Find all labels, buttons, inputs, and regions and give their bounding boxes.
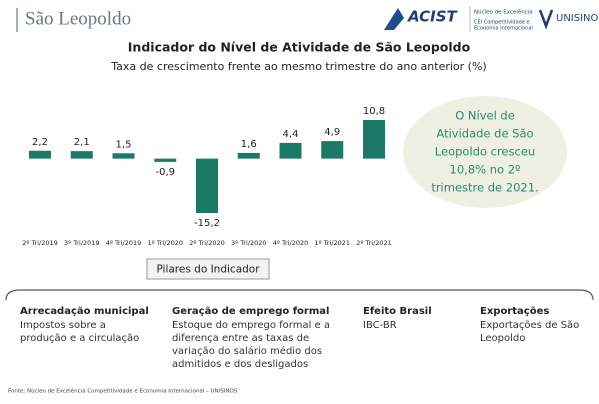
bar — [112, 153, 135, 159]
logo-acist: ACIST — [407, 8, 459, 26]
bar — [196, 158, 218, 213]
pillars-bracket — [5, 289, 594, 301]
x-tick-label: 4º Tri/2019 — [106, 239, 142, 247]
bar — [154, 158, 177, 162]
x-tick-label: 2º Tri/2021 — [356, 239, 392, 247]
pillar-text: Leopoldo — [480, 333, 525, 344]
bar — [29, 150, 51, 159]
acist-icon — [384, 8, 404, 30]
value-label: -15,2 — [194, 218, 220, 229]
x-tick-label: 3º Tri/2020 — [231, 239, 267, 247]
logo-unisinos: UNISINOS — [556, 13, 599, 24]
unisinos-icon — [538, 9, 554, 30]
value-label: 2,1 — [74, 137, 90, 148]
pillar-text: Estoque do emprego formal e a — [172, 320, 330, 331]
bar — [237, 152, 260, 159]
x-tick-label: 1º Tri/2021 — [315, 239, 351, 247]
callout-text: trimestre de 2021. — [431, 181, 538, 195]
value-label: 1,6 — [241, 139, 257, 150]
header-title: São Leopoldo — [25, 8, 131, 29]
pillar-heading: Geração de emprego formal — [172, 306, 329, 317]
bar — [321, 141, 344, 159]
x-tick-label: 1º Tri/2020 — [148, 239, 184, 247]
pillar-heading: Efeito Brasil — [363, 306, 432, 317]
bar — [70, 151, 93, 159]
pillar-text: produção e a circulação — [20, 333, 139, 344]
chart-title: Indicador do Nível de Atividade de São L… — [128, 40, 471, 55]
bar — [363, 120, 385, 159]
pillar-text: variação do salário médio dos — [172, 345, 322, 357]
pillar-text: IBC-BR — [363, 320, 397, 331]
pillar-heading: Exportações — [480, 306, 549, 317]
value-label: 10,8 — [363, 106, 385, 117]
x-tick-label: 2º Tri/2020 — [189, 239, 225, 247]
pillars-box — [146, 258, 270, 280]
callout-text: O Nível de — [455, 109, 515, 123]
footnote: Fonte: Núcleo de Excelência Competitivid… — [8, 388, 238, 395]
value-label: 4,9 — [324, 127, 340, 138]
callout-text: Leopoldo cresceu — [435, 145, 535, 159]
pillar-heading: Arrecadação municipal — [20, 306, 149, 317]
pillar-text: Impostos sobre a — [20, 320, 106, 331]
logo-cei: CEI Competitividade e — [474, 20, 530, 26]
x-tick-label: 4º Tri/2020 — [273, 239, 309, 247]
pillars-title: Pilares do Indicador — [156, 264, 260, 276]
pillar-text: Exportações de São — [480, 320, 579, 331]
x-tick-label: 3º Tri/2019 — [64, 239, 100, 247]
logo-cei: Economia Internacional — [474, 26, 533, 32]
pillar-text: admitidos e dos desligados — [172, 359, 308, 370]
bar — [279, 142, 302, 159]
value-label: 2,2 — [32, 137, 48, 148]
value-label: 1,5 — [116, 139, 132, 150]
callout-bubble — [403, 96, 567, 208]
value-label: -0,9 — [155, 167, 175, 178]
chart-subtitle: Taxa de crescimento frente ao mesmo trim… — [110, 60, 486, 73]
callout-text: Atividade de São — [436, 127, 533, 141]
x-tick-label: 2º Tri/2019 — [22, 239, 58, 247]
callout-text: 10,8% no 2º — [450, 163, 521, 177]
pillar-text: diferença entre as taxas de — [172, 333, 309, 344]
value-label: 4,4 — [283, 129, 299, 140]
logo-nucleo: Núcleo de Excelência — [474, 9, 533, 16]
